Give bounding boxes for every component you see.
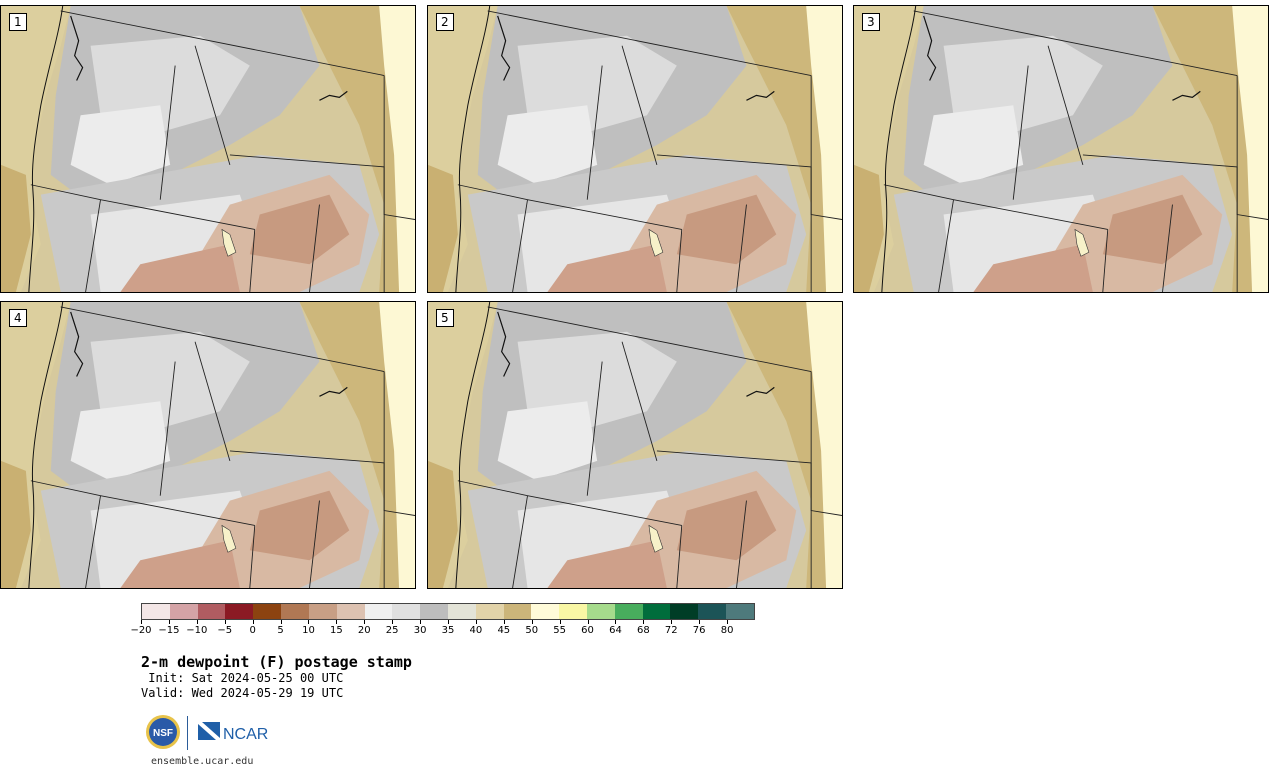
colorbar-tick [448,620,449,624]
colorbar-swatch [169,604,198,619]
panel-label: 2 [436,13,454,31]
colorbar-tick-label: 10 [302,625,315,636]
colorbar-tick [727,620,729,624]
colorbar-swatch [308,604,337,619]
colorbar-tick [587,620,589,624]
colorbar-tick [252,620,254,624]
panel-label: 1 [9,13,27,31]
colorbar-swatch [642,604,671,619]
ncar-logo: NCAR [198,722,268,743]
colorbar-tick-label: 76 [692,625,706,636]
map-panel-3: 3 [853,5,1269,293]
colorbar-tick [196,620,198,624]
nsf-logo: NSF [146,715,180,749]
colorbar-tick [671,620,673,624]
colorbar-tick-label: 64 [609,625,622,636]
colorbar-tick-label: 50 [525,625,539,636]
init-time: Init: Sat 2024-05-25 00 UTC [141,671,344,685]
colorbar-swatch [670,604,699,619]
colorbar-tick-label: 60 [581,625,594,636]
colorbar-tick [336,620,338,624]
colorbar-tick [559,620,561,624]
colorbar-tick-label: 45 [497,625,511,636]
colorbar-swatch [698,604,727,619]
colorbar-tick [364,620,366,624]
colorbar-tick-label: 55 [553,625,566,636]
colorbar-tick-label: 15 [329,625,343,636]
panel-label: 4 [9,309,27,327]
colorbar-tick-label: 0 [249,625,256,636]
colorbar-tick-label: 25 [385,625,399,636]
colorbar-swatch [142,604,170,619]
colorbar-tick [699,620,701,624]
map-panel-2: 2 [427,5,843,293]
colorbar-tick-label: 80 [720,625,734,636]
map-panel-4: 4 [0,301,416,589]
valid-time: Valid: Wed 2024-05-29 19 UTC [141,686,344,700]
colorbar-swatch [614,604,643,619]
colorbar-tick-label: 5 [277,625,284,636]
colorbar-tick [168,620,170,624]
colorbar-tick [392,620,394,624]
colorbar-swatch [559,604,587,619]
colorbar-tick [643,620,645,624]
figure-title: 2-m dewpoint (F) postage stamp [141,653,412,671]
logo-divider [187,716,188,750]
colorbar-tick [280,620,282,624]
colorbar-tick [308,620,310,624]
colorbar-tick [475,620,477,624]
dewpoint-colorbar [141,603,755,620]
colorbar-tick [531,620,533,624]
colorbar-tick-label: −5 [217,625,233,636]
colorbar-swatch [531,604,560,619]
colorbar-swatch [197,604,226,619]
colorbar-tick-label: 40 [469,625,483,636]
colorbar-tick [615,620,617,624]
ncar-logo-text: NCAR [223,726,268,743]
colorbar-tick-label: −15 [158,625,180,636]
colorbar-tick-label: 35 [441,625,455,636]
colorbar-tick [224,620,226,624]
map-panel-5: 5 [427,301,843,589]
colorbar-swatch [225,604,254,619]
colorbar-swatch [587,604,615,619]
colorbar-ticks: −20 −15 −10 −5 0 5 10 15 20 25 30 35 40 45 50 55 60 64 68 7… [130,620,755,640]
colorbar-tick [420,620,422,624]
colorbar-swatch [447,604,476,619]
colorbar-swatch [392,604,421,619]
colorbar-tick-label: 72 [664,625,678,636]
panel-label: 5 [436,309,454,327]
nsf-logo-text: NSF [153,728,173,739]
colorbar-swatch [726,604,754,619]
colorbar-tick-label: 20 [357,625,371,636]
source-url: ensemble.ucar.edu [151,756,254,767]
panel-label: 3 [862,13,880,31]
colorbar-swatch [336,604,365,619]
colorbar-tick-label: 30 [413,625,427,636]
map-panel-1: 1 [0,5,416,293]
colorbar-tick-label: −10 [186,625,208,636]
colorbar-tick [141,620,142,624]
colorbar-swatch [281,604,309,619]
colorbar-tick-label: −20 [130,625,152,636]
colorbar-swatch [364,604,393,619]
colorbar-tick-label: 68 [636,625,650,636]
colorbar-swatch [503,604,532,619]
colorbar-tick [503,620,505,624]
colorbar-swatch [475,604,504,619]
colorbar-swatch [420,604,448,619]
colorbar-swatch [253,604,282,619]
